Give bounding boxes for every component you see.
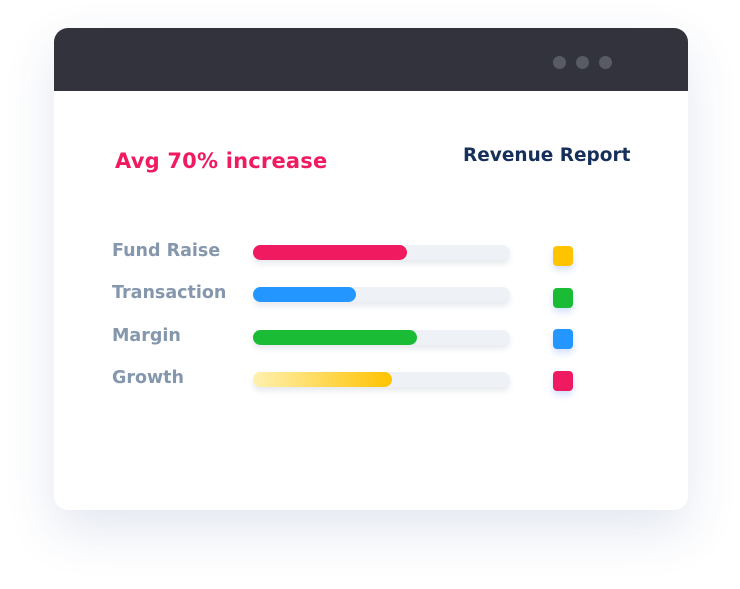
metric-label: Margin: [112, 326, 181, 346]
progress-fill: [253, 372, 392, 387]
window-control-dot[interactable]: [576, 56, 589, 69]
progress-track: [253, 330, 510, 345]
metric-label: Transaction: [112, 283, 227, 303]
color-swatch: [553, 288, 573, 308]
headline: Avg 70% increase: [115, 149, 328, 173]
color-swatch: [553, 246, 573, 266]
progress-track: [253, 245, 510, 260]
metric-label: Fund Raise: [112, 241, 221, 261]
progress-fill: [253, 287, 356, 302]
progress-fill: [253, 330, 418, 345]
progress-track: [253, 372, 510, 387]
report-window: Avg 70% increase Revenue Report Fund Rai…: [54, 28, 688, 510]
progress-fill: [253, 245, 408, 260]
metric-label: Growth: [112, 368, 185, 388]
title-bar: [54, 28, 688, 91]
progress-track: [253, 287, 510, 302]
color-swatch: [553, 371, 573, 391]
window-control-dot[interactable]: [599, 56, 612, 69]
window-control-dot[interactable]: [553, 56, 566, 69]
color-swatch: [553, 329, 573, 349]
report-title: Revenue Report: [463, 145, 631, 166]
